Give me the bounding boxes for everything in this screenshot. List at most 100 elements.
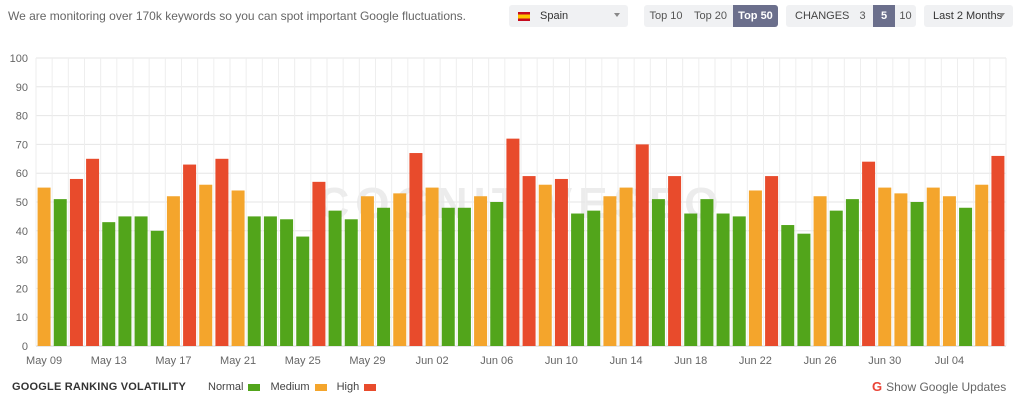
bar [845, 199, 859, 346]
period-select[interactable]: Last 2 Months [924, 5, 1013, 27]
bar [716, 213, 730, 346]
bar [441, 207, 455, 346]
bar [393, 193, 407, 346]
show-google-updates-button[interactable]: G Show Google Updates [872, 379, 1006, 394]
google-g-icon: G [872, 379, 883, 394]
bar [296, 236, 310, 346]
bar [425, 187, 439, 346]
bar [587, 210, 601, 346]
x-tick-label: May 17 [155, 355, 191, 367]
bar [231, 190, 245, 346]
top-10-button[interactable]: Top 10 [649, 10, 683, 22]
x-tick-label: May 21 [220, 355, 256, 367]
y-tick-label: 0 [22, 341, 28, 353]
intro-text: We are monitoring over 170k keywords so … [8, 9, 467, 23]
x-tick-label: Jun 14 [610, 355, 643, 367]
legend-swatch-high [364, 383, 377, 391]
bar [134, 216, 148, 346]
bar [635, 144, 649, 346]
legend-item-medium[interactable]: Medium [270, 381, 327, 393]
x-tick-label: Jun 02 [416, 355, 449, 367]
bar [926, 187, 940, 346]
legend-label-medium: Medium [270, 381, 310, 393]
bar [344, 219, 358, 346]
bar [409, 153, 423, 346]
x-tick-label: Jun 18 [674, 355, 707, 367]
bar [700, 199, 714, 346]
x-tick-label: Jul 04 [935, 355, 964, 367]
country-select[interactable]: Spain [509, 5, 628, 27]
chart-title: GOOGLE RANKING VOLATILITY [12, 381, 187, 393]
bar [684, 213, 698, 346]
top-range-selector: Top 10 Top 20 Top 50 [644, 5, 778, 27]
bar [183, 164, 197, 346]
bar [280, 219, 294, 346]
bar [102, 222, 116, 346]
legend-label-high: High [336, 381, 360, 393]
y-tick-label: 90 [16, 82, 28, 94]
bar [86, 158, 100, 346]
chevron-down-icon [999, 13, 1005, 17]
bar [37, 187, 51, 346]
changes-3-button[interactable]: 3 [859, 10, 866, 22]
bar [328, 210, 342, 346]
bar [603, 196, 617, 346]
bar [878, 187, 892, 346]
bar [247, 216, 261, 346]
bar [894, 193, 908, 346]
changes-5-button[interactable]: 5 [873, 5, 895, 27]
x-tick-label: Jun 30 [868, 355, 901, 367]
legend-item-normal[interactable]: Normal [208, 381, 261, 393]
volatility-chart: COGNITIVESEO0102030405060708090100May 09… [10, 53, 1007, 367]
bar [781, 225, 795, 346]
bar [571, 213, 585, 346]
legend-swatch-medium [314, 383, 327, 391]
y-tick-label: 60 [16, 168, 28, 180]
bar [457, 207, 471, 346]
bar [910, 202, 924, 346]
y-tick-label: 10 [16, 312, 28, 324]
chevron-down-icon [614, 13, 620, 17]
bar [215, 158, 229, 346]
x-tick-label: May 09 [26, 355, 62, 367]
bar [53, 199, 67, 346]
x-tick-label: May 25 [285, 355, 321, 367]
bar [69, 178, 83, 346]
bar [554, 178, 568, 346]
bar [797, 233, 811, 346]
spain-flag-icon [518, 11, 530, 21]
bar [829, 210, 843, 346]
bar [474, 196, 488, 346]
bar [263, 216, 277, 346]
bar [490, 202, 504, 346]
bar [942, 196, 956, 346]
bar [765, 176, 779, 346]
country-select-label: Spain [540, 10, 569, 22]
x-tick-label: Jun 26 [804, 355, 837, 367]
y-tick-label: 40 [16, 226, 28, 238]
legend-label-normal: Normal [208, 381, 244, 393]
x-tick-label: Jun 22 [739, 355, 772, 367]
legend-swatch-normal [248, 383, 261, 391]
changes-label: CHANGES [795, 10, 850, 22]
bar [862, 161, 876, 346]
bar [522, 176, 536, 346]
top-50-button[interactable]: Top 50 [733, 5, 778, 27]
y-tick-label: 70 [16, 139, 28, 151]
top-20-button[interactable]: Top 20 [693, 10, 728, 22]
changes-selector: CHANGES 3 5 10 [786, 5, 916, 27]
bar [538, 184, 552, 346]
bar [166, 196, 180, 346]
x-tick-label: May 13 [91, 355, 127, 367]
legend-item-high[interactable]: High [337, 381, 377, 393]
y-tick-label: 80 [16, 111, 28, 123]
changes-10-button[interactable]: 10 [899, 10, 912, 22]
bar [506, 138, 520, 346]
bar [377, 207, 391, 346]
y-tick-label: 20 [16, 283, 28, 295]
chart-legend: Normal Medium High [208, 381, 386, 393]
bar [199, 184, 213, 346]
bar [150, 230, 164, 346]
bar [748, 190, 762, 346]
y-tick-label: 50 [16, 197, 28, 209]
